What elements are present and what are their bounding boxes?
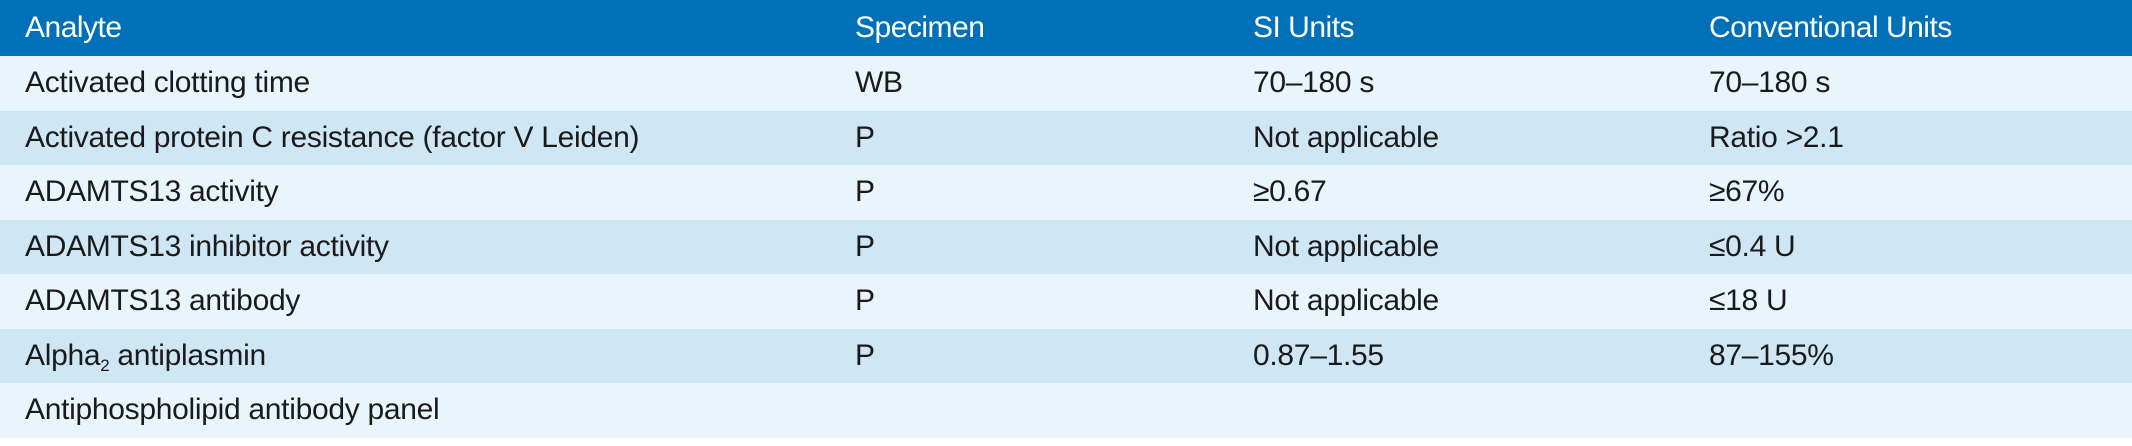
- table-row: Antiphospholipid antibody panel: [0, 383, 2132, 438]
- table-row: ADAMTS13 activity P ≥0.67 ≥67%: [0, 165, 2132, 220]
- cell-specimen: P: [855, 338, 875, 372]
- cell-si-units: [1228, 383, 1684, 438]
- table-row: Alpha2 antiplasmin P 0.87–1.55 87–155%: [0, 328, 2132, 384]
- cell-conventional-units: 87–155%: [1709, 338, 1834, 372]
- header-conventional-units: Conventional Units: [1709, 11, 1952, 44]
- cell-specimen: [830, 383, 1228, 438]
- analyte-subscript: 2: [100, 355, 110, 375]
- cell-conventional-units: ≥67%: [1709, 175, 1785, 209]
- cell-analyte: Alpha2 antiplasmin: [0, 329, 830, 384]
- table-row: ADAMTS13 antibody P Not applicable ≤18 U: [0, 274, 2132, 329]
- cell-conventional-units: ≤18 U: [1709, 284, 1788, 318]
- cell-analyte: ADAMTS13 antibody: [25, 284, 301, 318]
- cell-si-units: Not applicable: [1253, 284, 1439, 318]
- cell-analyte: Activated clotting time: [25, 66, 310, 100]
- cell-analyte: ADAMTS13 activity: [25, 175, 279, 209]
- cell-conventional-units: [1684, 383, 2132, 438]
- table-row: ADAMTS13 inhibitor activity P Not applic…: [0, 219, 2132, 274]
- cell-specimen: WB: [855, 66, 903, 100]
- header-si-units: SI Units: [1253, 11, 1355, 44]
- table-row: Activated clotting time WB 70–180 s 70–1…: [0, 56, 2132, 111]
- cell-conventional-units: Ratio >2.1: [1709, 120, 1844, 154]
- analyte-rest-text: antiplasmin: [109, 338, 266, 372]
- analyte-base-text: Alpha: [25, 338, 101, 372]
- cell-si-units: 0.87–1.55: [1253, 338, 1384, 372]
- cell-si-units: Not applicable: [1253, 229, 1439, 263]
- cell-analyte: Antiphospholipid antibody panel: [25, 393, 440, 427]
- cell-analyte: ADAMTS13 inhibitor activity: [25, 229, 389, 263]
- header-specimen: Specimen: [855, 11, 985, 44]
- cell-specimen: P: [855, 120, 875, 154]
- cell-specimen: P: [855, 175, 875, 209]
- cell-analyte: Activated protein C resistance (factor V…: [25, 120, 640, 154]
- cell-si-units: ≥0.67: [1253, 175, 1327, 209]
- cell-si-units: 70–180 s: [1253, 66, 1375, 100]
- cell-si-units: Not applicable: [1253, 120, 1439, 154]
- cell-conventional-units: ≤0.4 U: [1709, 229, 1796, 263]
- table-header-row: Analyte Specimen SI Units Conventional U…: [0, 0, 2132, 56]
- cell-conventional-units: 70–180 s: [1709, 66, 1831, 100]
- cell-specimen: P: [855, 284, 875, 318]
- cell-specimen: P: [855, 229, 875, 263]
- header-analyte: Analyte: [25, 11, 122, 44]
- table-row: Activated protein C resistance (factor V…: [0, 110, 2132, 165]
